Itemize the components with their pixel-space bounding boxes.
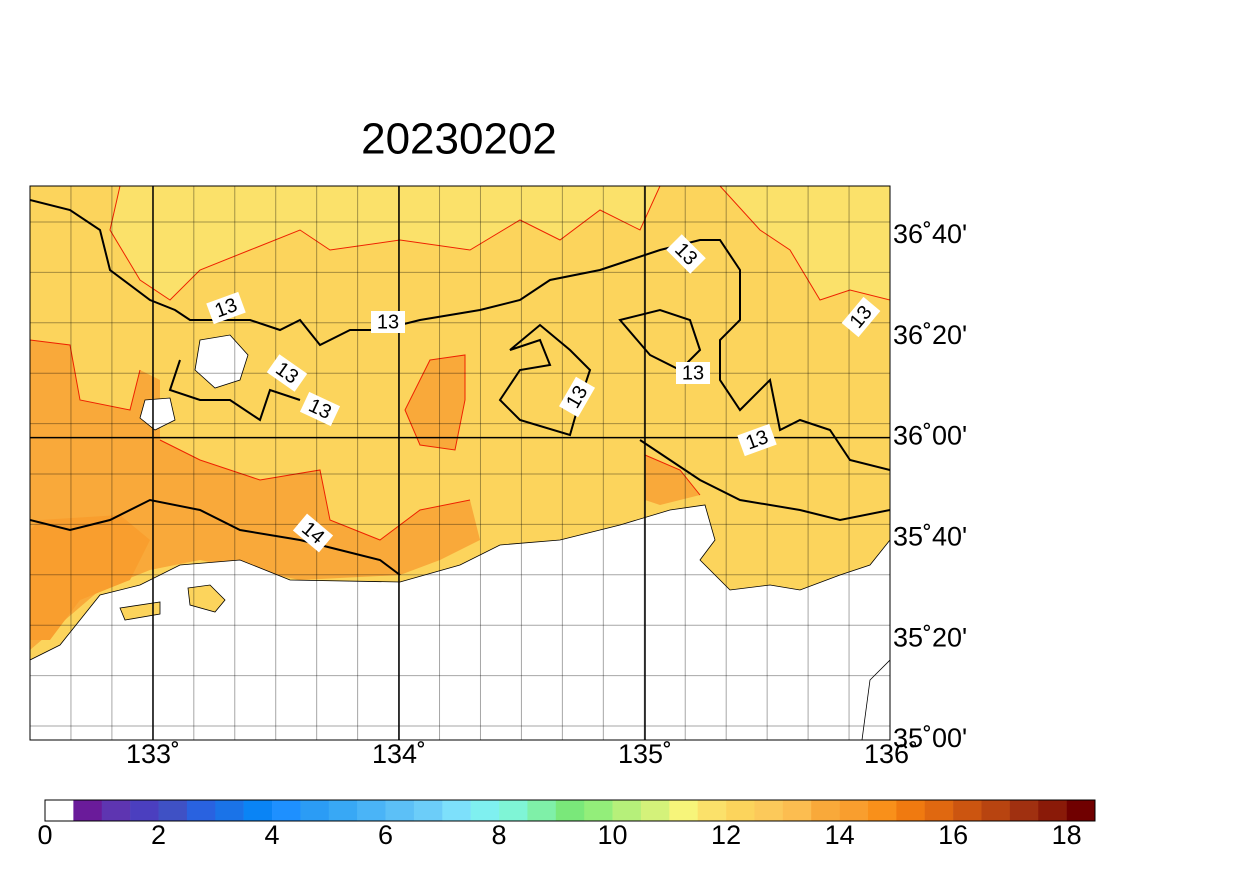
colorbar-swatch	[272, 800, 301, 821]
colorbar-swatch	[45, 800, 74, 821]
map-frame	[29, 185, 891, 741]
contour-black	[30, 199, 890, 576]
colorbar-swatch	[726, 800, 755, 821]
contour-label-bg	[292, 513, 334, 553]
colorbar-swatch	[811, 800, 840, 821]
colorbar-swatch	[470, 800, 500, 821]
colorbar-swatch	[555, 800, 585, 821]
colorbar-swatch	[101, 800, 131, 821]
contour-label-bg	[558, 376, 596, 418]
title: 20230202	[361, 115, 557, 164]
colorbar-swatch	[953, 800, 982, 821]
colorbar-swatch	[186, 800, 216, 821]
colorbar-swatch	[896, 800, 926, 821]
colorbar-tick-label: 0	[37, 820, 52, 850]
colorbar-swatch	[527, 800, 557, 821]
lon-label: 135˚	[618, 739, 672, 769]
colorbar-swatch	[697, 800, 727, 821]
colorbar-swatch	[867, 800, 897, 821]
contour-label-bg	[841, 296, 881, 338]
lat-label: 35˚20'	[893, 622, 967, 652]
map-field	[30, 186, 890, 740]
lat-label: 35˚00'	[893, 723, 967, 753]
colorbar-swatch	[1066, 800, 1096, 821]
island	[194, 334, 249, 389]
colorbar-tick-label: 10	[598, 820, 628, 850]
colorbar-swatch	[612, 800, 642, 821]
contour-label-bg	[371, 311, 405, 333]
colorbar-swatch	[499, 800, 528, 821]
colorbar-swatch	[357, 800, 386, 821]
lon-label: 133˚	[126, 739, 180, 769]
warm-region	[645, 455, 700, 505]
colorbar-tick-label: 18	[1052, 820, 1082, 850]
colorbar-frame	[44, 799, 1096, 822]
colorbar-swatch	[328, 800, 358, 821]
colorbar-tick-label: 8	[492, 820, 507, 850]
colorbar-swatch	[215, 800, 244, 821]
contour-label: 13	[682, 362, 704, 384]
colorbar-tick-label: 14	[825, 820, 855, 850]
cool-region	[30, 186, 660, 300]
colorbar-swatch	[385, 800, 415, 821]
colorbar-swatch	[158, 800, 188, 821]
colorbar-tick-label: 6	[378, 820, 393, 850]
colorbar-swatch	[73, 800, 103, 821]
coastline	[861, 659, 890, 740]
colorbar-tick-label: 2	[151, 820, 166, 850]
cool-region	[720, 186, 890, 300]
colorbar-swatch	[584, 800, 613, 821]
warm-region	[405, 355, 465, 450]
contour-label-bg	[206, 291, 246, 325]
contour-label-bg	[666, 234, 706, 274]
lat-label: 35˚40'	[893, 522, 967, 552]
island	[119, 601, 161, 621]
warm-region	[30, 515, 150, 640]
island	[139, 397, 176, 431]
colorbar-swatch	[130, 800, 159, 821]
colorbar-swatch	[924, 800, 954, 821]
colorbar-swatch	[669, 800, 699, 821]
lon-label: 134˚	[372, 739, 426, 769]
colorbar-swatch	[1009, 800, 1039, 821]
colorbar-swatch	[754, 800, 784, 821]
land	[30, 504, 890, 740]
contour-label-bg	[299, 391, 341, 427]
contour-label-box: 13	[676, 362, 710, 384]
colorbar-swatch	[442, 800, 471, 821]
colorbar-tick-label: 4	[265, 820, 280, 850]
colorbar-tick-label: 16	[938, 820, 968, 850]
lat-label: 36˚40'	[893, 219, 967, 249]
island	[187, 584, 226, 613]
lon-label: 136˚	[864, 739, 918, 769]
contour-label-bg	[737, 423, 777, 457]
colorbar-swatch	[243, 800, 273, 821]
contour-label-bg	[676, 362, 710, 384]
colorbar-swatch	[782, 800, 812, 821]
colorbar-swatch	[300, 800, 330, 821]
colorbar-swatch	[413, 800, 443, 821]
contour-red	[30, 186, 890, 541]
colorbar-swatch	[640, 800, 670, 821]
colorbar-swatch	[981, 800, 1011, 821]
colorbar-swatch	[1038, 800, 1067, 821]
lat-label: 36˚20'	[893, 320, 967, 350]
contour-label-box: 13	[371, 311, 405, 333]
contour-label-bg	[266, 354, 308, 392]
colorbar-tick-label: 12	[711, 820, 741, 850]
colorbar-swatch	[839, 800, 869, 821]
contour-label: 13	[377, 311, 399, 333]
lat-label: 36˚00'	[893, 421, 967, 451]
